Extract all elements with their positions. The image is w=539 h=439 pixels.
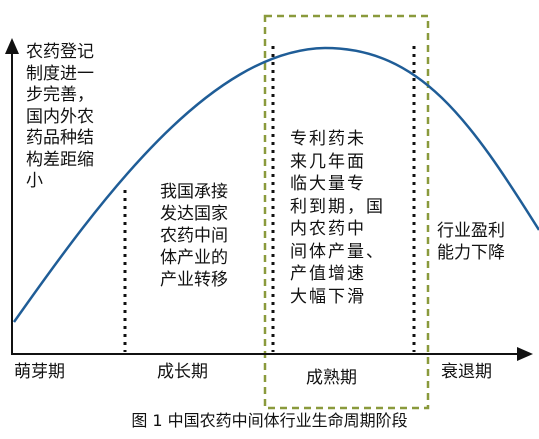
stage-label-sprout: 萌芽期 (14, 362, 65, 382)
figure-caption: 图 1 中国农药中间体行业生命周期阶段 (131, 411, 408, 430)
stage-label-mature: 成熟期 (306, 368, 357, 388)
decline-description: 行业盈利 能力下降 (437, 221, 505, 263)
sprout-description: 农药登记 制度进一 步完善， 国内外农 药品种结 构差距缩 小 (26, 42, 94, 191)
stage-label-growth: 成长期 (157, 362, 208, 382)
y-axis-arrow-icon (5, 38, 19, 54)
mature-stage-highlight-box (263, 14, 430, 410)
lifecycle-curve (12, 46, 539, 323)
growth-description: 我国承接 发达国家 农药中间 体产业的 产业转移 (160, 182, 228, 290)
x-axis-arrow-icon (517, 347, 533, 361)
stage-label-decline: 衰退期 (441, 362, 492, 382)
mature-description: 专利药未 来几年面 临大量专 利到期，国 内农药中 间体产量、 产值增速 大幅下… (290, 129, 385, 307)
